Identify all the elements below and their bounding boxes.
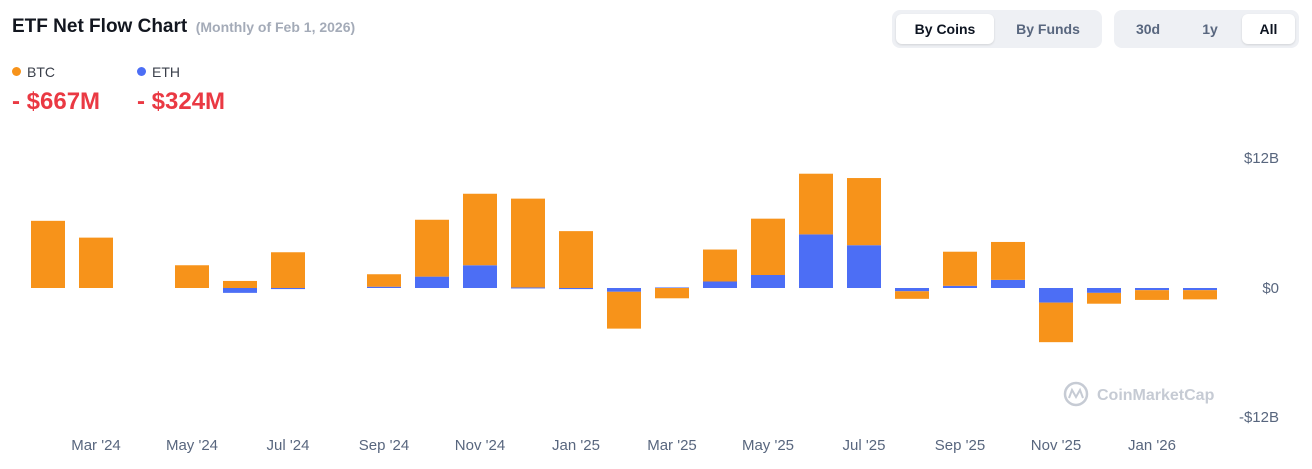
bar-eth-2025-02[interactable] (607, 288, 641, 292)
x-tick-label: Sep '24 (359, 437, 409, 454)
bar-btc-2024-06[interactable] (223, 280, 257, 288)
bar-eth-2026-01[interactable] (1135, 288, 1169, 291)
bar-eth-2026-02[interactable] (1183, 288, 1217, 291)
bar-btc-2025-11[interactable] (1039, 302, 1073, 343)
range-30d-button[interactable]: 30d (1135, 21, 1161, 37)
bar-btc-2024-02[interactable] (31, 220, 65, 288)
bar-btc-2025-08[interactable] (895, 291, 929, 299)
bar-eth-2025-03[interactable] (655, 287, 689, 289)
bar-btc-2024-11[interactable] (463, 193, 497, 266)
bar-eth-2024-09[interactable] (367, 286, 401, 288)
bar-btc-2024-09[interactable] (367, 274, 401, 287)
bar-btc-2025-12[interactable] (1087, 292, 1121, 304)
bar-btc-2025-09[interactable] (943, 251, 977, 286)
x-tick-label: Jan '26 (1128, 437, 1176, 454)
bar-eth-2025-11[interactable] (1039, 288, 1073, 303)
bar-eth-2025-07[interactable] (847, 245, 881, 288)
chart-subtitle: (Monthly of Feb 1, 2026) (195, 19, 356, 35)
range-1y-button[interactable]: 1y (1202, 21, 1218, 37)
bar-eth-2025-10[interactable] (991, 279, 1025, 288)
bar-eth-2024-07[interactable] (271, 288, 305, 290)
x-tick-label: May '24 (166, 437, 218, 454)
watermark-text: CoinMarketCap (1097, 387, 1215, 404)
bar-eth-2025-12[interactable] (1087, 288, 1121, 293)
x-tick-label: Sep '25 (935, 437, 985, 454)
legend-item-eth[interactable]: ETH (137, 64, 180, 80)
bar-eth-2025-09[interactable] (943, 285, 977, 288)
bar-btc-2026-02[interactable] (1183, 290, 1217, 300)
x-tick-label: Mar '25 (647, 437, 697, 454)
x-tick-label: Nov '25 (1031, 437, 1081, 454)
bar-eth-2025-04[interactable] (703, 281, 737, 289)
bar-btc-2024-05[interactable] (175, 265, 209, 288)
bar-btc-2024-03[interactable] (79, 237, 113, 288)
bar-btc-2026-01[interactable] (1135, 290, 1169, 300)
x-tick-label: Mar '24 (71, 437, 121, 454)
range-toggle: 30d 1y All (1114, 10, 1299, 48)
x-tick-label: Jan '25 (552, 437, 600, 454)
bar-eth-2024-06[interactable] (223, 288, 257, 293)
bar-btc-2024-10[interactable] (415, 219, 449, 277)
bar-eth-2025-01[interactable] (559, 288, 593, 290)
bar-btc-2025-03[interactable] (655, 288, 689, 299)
chart-header: ETF Net Flow Chart (Monthly of Feb 1, 20… (12, 16, 355, 38)
bar-btc-2024-12[interactable] (511, 198, 545, 288)
bar-btc-2025-05[interactable] (751, 218, 785, 275)
eth-dot-icon (137, 67, 146, 76)
bar-eth-2025-06[interactable] (799, 234, 833, 288)
chart-title: ETF Net Flow Chart (12, 16, 188, 37)
bar-eth-2025-08[interactable] (895, 288, 929, 292)
bar-btc-2024-07[interactable] (271, 252, 305, 288)
eth-net-flow-value: - $324M (137, 88, 226, 115)
legend-label-btc: BTC (27, 64, 55, 80)
group-toggle: By Coins By Funds (892, 10, 1102, 48)
btc-net-flow-value: - $667M (12, 88, 101, 115)
by-funds-button[interactable]: By Funds (1016, 21, 1080, 37)
y-tick-label: $12B (1244, 150, 1279, 167)
coinmarketcap-logo-mark (1068, 387, 1084, 400)
bar-eth-2024-11[interactable] (463, 265, 497, 288)
bar-eth-2024-12[interactable] (511, 287, 545, 289)
y-tick-label: -$12B (1239, 409, 1279, 426)
bar-btc-2025-10[interactable] (991, 241, 1025, 280)
bar-btc-2025-04[interactable] (703, 249, 737, 282)
x-tick-label: Nov '24 (455, 437, 505, 454)
btc-dot-icon (12, 67, 21, 76)
bar-btc-2025-07[interactable] (847, 178, 881, 246)
bar-btc-2025-06[interactable] (799, 173, 833, 235)
bar-eth-2024-10[interactable] (415, 276, 449, 288)
y-tick-label: $0 (1262, 280, 1279, 297)
x-tick-label: May '25 (742, 437, 794, 454)
x-tick-label: Jul '24 (267, 437, 310, 454)
bar-eth-2025-05[interactable] (751, 275, 785, 288)
coinmarketcap-logo-icon (1063, 381, 1089, 407)
by-coins-button[interactable]: By Coins (896, 14, 994, 44)
legend-label-eth: ETH (152, 64, 180, 80)
x-tick-label: Jul '25 (843, 437, 886, 454)
legend-item-btc[interactable]: BTC (12, 64, 55, 80)
bar-btc-2025-02[interactable] (607, 291, 641, 329)
coinmarketcap-watermark: CoinMarketCap (1063, 381, 1215, 407)
bar-btc-2025-01[interactable] (559, 231, 593, 288)
range-all-button[interactable]: All (1242, 14, 1295, 44)
